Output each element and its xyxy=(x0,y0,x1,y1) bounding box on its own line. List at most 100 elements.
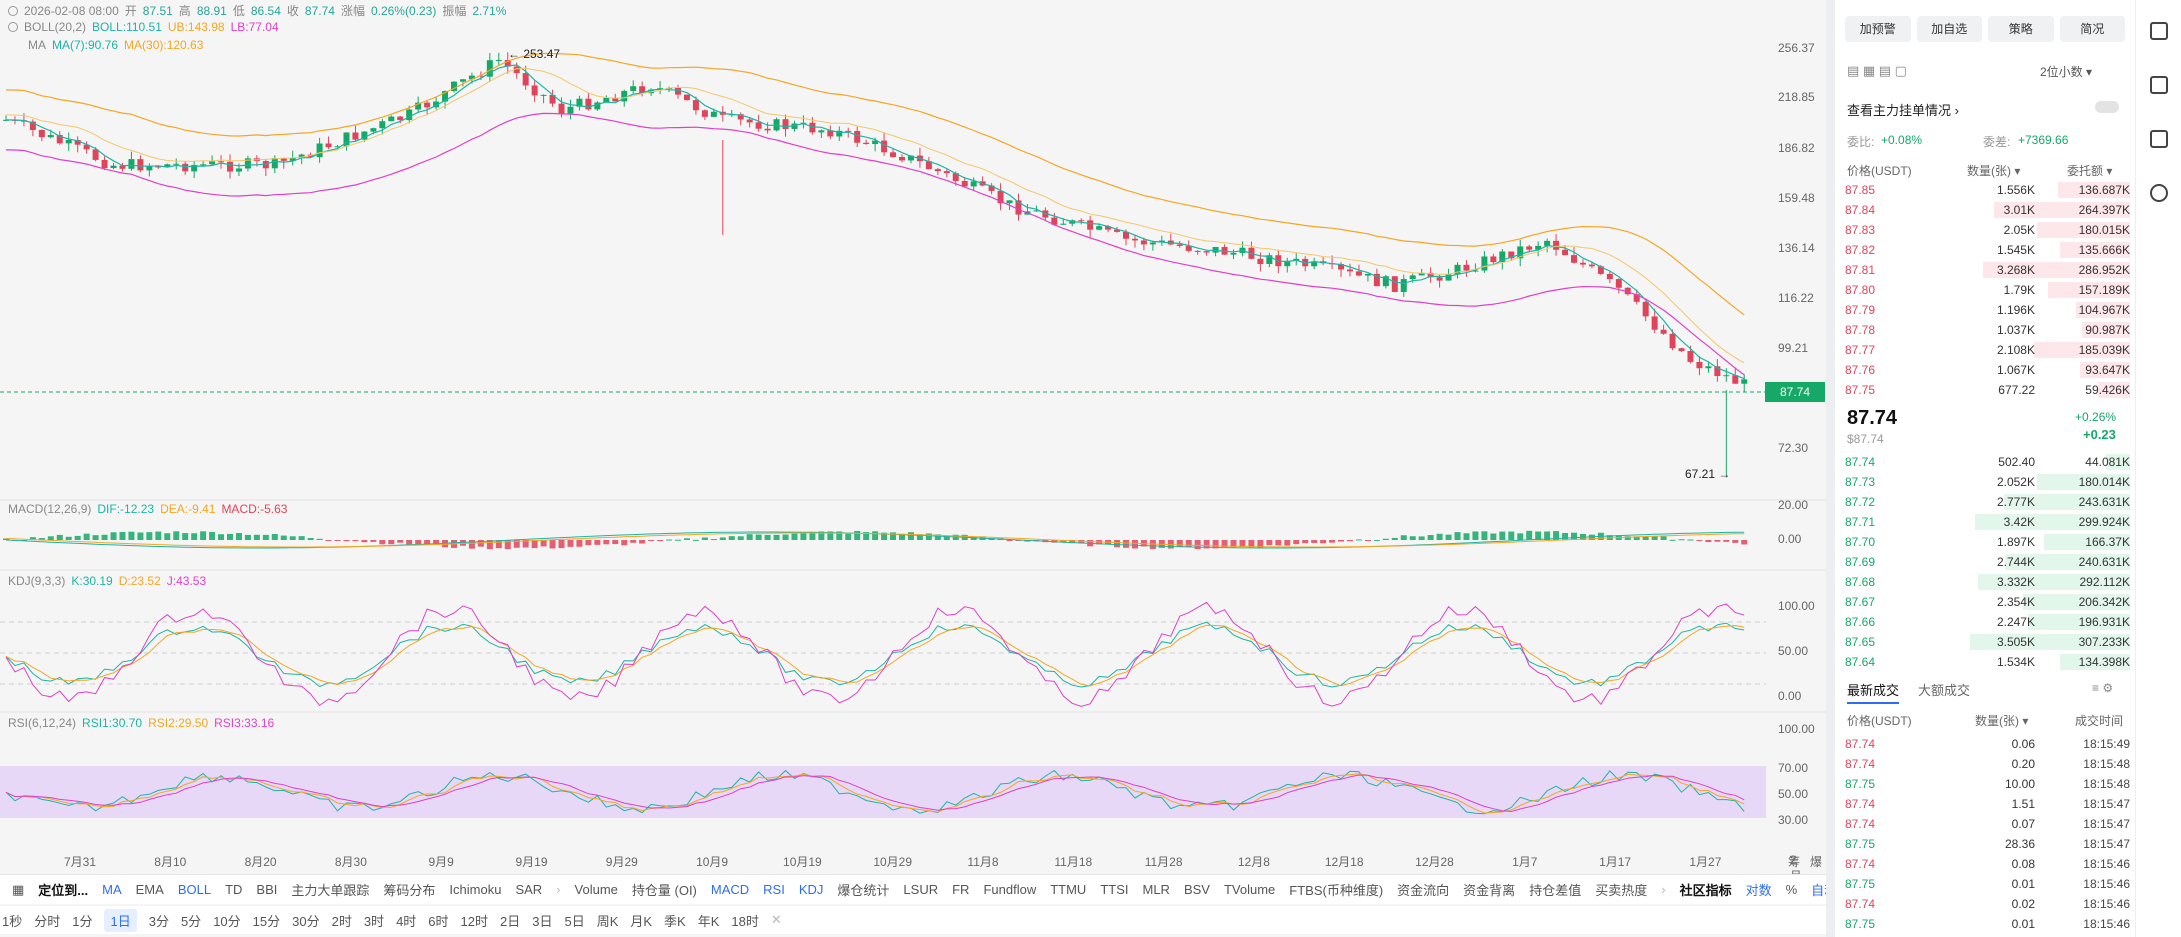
interval-option[interactable]: 6时 xyxy=(428,913,449,929)
action-button[interactable]: 加预警 xyxy=(1845,16,1911,42)
sub-indicator-item[interactable]: KDJ xyxy=(798,882,824,897)
action-button[interactable]: 策略 xyxy=(1988,16,2054,42)
candlestick-chart[interactable]: 256.37 218.85 186.82 159.48 136.14 116.22 99.2… xyxy=(0,0,1826,874)
sub-indicator-item[interactable]: 资金流向 xyxy=(1397,883,1450,898)
interval-option[interactable]: 15分 xyxy=(252,913,281,929)
ask-row[interactable]: 87.85 1.556K 136.687K xyxy=(1845,180,2135,200)
sub-indicator-item[interactable]: MLR xyxy=(1142,882,1170,897)
calculator-icon[interactable] xyxy=(2149,22,2168,40)
sub-indicator-item[interactable]: TVolume xyxy=(1223,882,1276,897)
boll-name[interactable]: BOLL(20,2) xyxy=(24,20,87,34)
header-qty[interactable]: 数量(张) ▾ xyxy=(1967,164,2021,178)
sub-indicator-item[interactable]: Volume xyxy=(574,882,618,897)
trade-header-qty[interactable]: 数量(张) ▾ xyxy=(1975,714,2029,728)
bid-row[interactable]: 87.65 3.505K 307.233K xyxy=(1845,632,2135,652)
more-chevron-icon[interactable]: › xyxy=(1661,882,1666,897)
sub-indicator-item[interactable]: LSUR xyxy=(903,882,939,897)
main-indicator-boll[interactable]: BOLL xyxy=(177,882,212,897)
ask-row[interactable]: 87.76 1.067K 93.647K xyxy=(1845,360,2135,380)
main-indicator-bbi[interactable]: BBI xyxy=(256,882,278,897)
ask-row[interactable]: 87.80 1.79K 157.189K xyxy=(1845,280,2135,300)
sub-indicator-item[interactable]: 爆仓统计 xyxy=(837,883,890,898)
sub-indicator-item[interactable]: RSI xyxy=(763,882,785,897)
community-indicators-button[interactable]: 社区指标 xyxy=(1679,883,1732,898)
sub-indicator-item[interactable]: 持仓量 (OI) xyxy=(631,883,697,898)
main-indicator-td[interactable]: TD xyxy=(225,882,243,897)
interval-option[interactable]: 周K xyxy=(596,913,619,929)
rsi-name[interactable]: RSI(6,12,24) xyxy=(8,716,77,730)
interval-option[interactable]: 1日 xyxy=(104,908,137,932)
main-indicator-ichimoku[interactable]: Ichimoku xyxy=(449,882,502,897)
interval-option[interactable]: 12时 xyxy=(460,913,488,929)
interval-option[interactable]: 3日 xyxy=(532,913,553,929)
collapse-icon[interactable] xyxy=(8,5,18,16)
ask-row[interactable]: 87.79 1.196K 104.967K xyxy=(1845,300,2135,320)
bid-row[interactable]: 87.72 2.777K 243.631K xyxy=(1845,492,2135,512)
interval-option[interactable]: 分时 xyxy=(34,913,61,929)
ask-row[interactable]: 87.78 1.037K 90.987K xyxy=(1845,320,2135,340)
bid-row[interactable]: 87.73 2.052K 180.014K xyxy=(1845,472,2135,492)
chart-icon[interactable] xyxy=(2149,76,2168,94)
main-orders-toggle[interactable] xyxy=(2095,101,2119,113)
tab-latest-trades[interactable]: 最新成交 xyxy=(1847,680,1900,704)
sub-indicator-item[interactable]: 资金背离 xyxy=(1463,883,1516,898)
interval-option[interactable]: 季K xyxy=(664,913,686,929)
sub-indicator-item[interactable]: Fundflow xyxy=(983,882,1037,897)
sub-indicator-item[interactable]: TTSI xyxy=(1100,882,1129,897)
action-button[interactable]: 简况 xyxy=(2059,16,2125,42)
main-indicator-ema[interactable]: EMA xyxy=(135,882,164,897)
interval-option[interactable]: 2日 xyxy=(500,913,521,929)
ma-name[interactable]: MA xyxy=(28,38,46,52)
main-indicator-ma[interactable]: MA xyxy=(102,882,122,897)
ask-row[interactable]: 87.77 2.108K 185.039K xyxy=(1845,340,2135,360)
panel-divider[interactable] xyxy=(1826,0,1835,937)
kdj-name[interactable]: KDJ(9,3,3) xyxy=(8,574,66,588)
sub-indicator-item[interactable]: 持仓差值 xyxy=(1529,883,1582,898)
collapse-icon[interactable] xyxy=(8,22,18,32)
trade-settings-icon[interactable]: ≡ ⚙ xyxy=(2092,681,2114,695)
bid-row[interactable]: 87.64 1.534K 134.398K xyxy=(1845,652,2135,672)
interval-option[interactable]: 5分 xyxy=(180,913,202,929)
ask-row[interactable]: 87.82 1.545K 135.666K xyxy=(1845,240,2135,260)
bid-row[interactable]: 87.70 1.897K 166.37K xyxy=(1845,532,2135,552)
main-indicator-主力大单跟踪[interactable]: 主力大单跟踪 xyxy=(291,883,370,898)
bid-row[interactable]: 87.66 2.247K 196.931K xyxy=(1845,612,2135,632)
settings-icon[interactable] xyxy=(2149,184,2168,202)
close-icon[interactable]: ✕ xyxy=(770,912,782,927)
sub-indicator-item[interactable]: FTBS(币种维度) xyxy=(1289,883,1384,898)
sub-indicator-item[interactable]: MACD xyxy=(710,882,750,897)
interval-option[interactable]: 3时 xyxy=(363,913,385,929)
main-indicator-sar[interactable]: SAR xyxy=(515,882,543,897)
macd-name[interactable]: MACD(12,26,9) xyxy=(8,502,92,516)
interval-option[interactable]: 4时 xyxy=(396,913,417,929)
locate-icon[interactable]: ▦ xyxy=(12,881,25,897)
ask-row[interactable]: 87.75 677.22 59.426K xyxy=(1845,380,2135,400)
interval-option[interactable]: 1秒 xyxy=(2,913,23,929)
tab-large-trades[interactable]: 大额成交 xyxy=(1918,683,1971,698)
interval-option[interactable]: 5日 xyxy=(564,913,585,929)
percent-scale-button[interactable]: % xyxy=(1785,882,1798,897)
auto-scale-button[interactable]: 自动 xyxy=(1811,883,1826,898)
interval-option[interactable]: 3分 xyxy=(148,913,169,929)
ask-row[interactable]: 87.83 2.05K 180.015K xyxy=(1845,220,2135,240)
main-indicator-筹码分布[interactable]: 筹码分布 xyxy=(383,883,436,898)
interval-option[interactable]: 10分 xyxy=(213,913,241,929)
bid-row[interactable]: 87.68 3.332K 292.112K xyxy=(1845,572,2135,592)
sub-indicator-item[interactable]: BSV xyxy=(1183,882,1210,897)
ask-row[interactable]: 87.84 3.01K 264.397K xyxy=(1845,200,2135,220)
orderbook-view-icons[interactable]: ▤ ▦ ▤ ▢ xyxy=(1847,63,1907,78)
log-scale-button[interactable]: 对数 xyxy=(1745,883,1772,898)
action-button[interactable]: 加自选 xyxy=(1916,16,1982,42)
bid-row[interactable]: 87.69 2.744K 240.631K xyxy=(1845,552,2135,572)
bid-row[interactable]: 87.74 502.40 44.081K xyxy=(1845,452,2135,472)
more-chevron-icon[interactable]: › xyxy=(556,882,561,897)
sub-indicator-item[interactable]: FR xyxy=(952,882,970,897)
interval-option[interactable]: 月K xyxy=(630,913,653,929)
interval-option[interactable]: 年K xyxy=(697,913,720,929)
header-total[interactable]: 委托额 ▾ xyxy=(2067,164,2113,178)
bid-row[interactable]: 87.71 3.42K 299.924K xyxy=(1845,512,2135,532)
chart-area[interactable]: 256.37 218.85 186.82 159.48 136.14 116.22 99.2… xyxy=(0,0,1826,937)
sub-indicator-item[interactable]: TTMU xyxy=(1050,882,1087,897)
interval-option[interactable]: 18时 xyxy=(731,913,759,929)
main-orders-link[interactable]: 查看主力挂单情况 › xyxy=(1847,103,1959,118)
